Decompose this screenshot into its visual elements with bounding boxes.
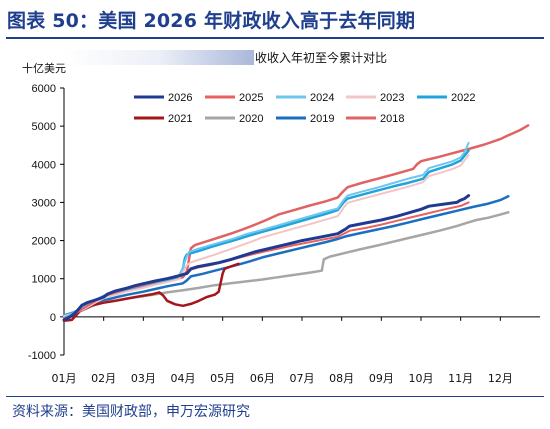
legend-label-2026: 2026	[168, 92, 192, 104]
x-tick-label: 11月	[448, 372, 473, 385]
x-tick-label: 03月	[131, 372, 156, 385]
y-tick-label: 5000	[32, 121, 56, 133]
legend-label-2022: 2022	[451, 92, 475, 104]
legend-label-2019: 2019	[310, 113, 334, 125]
y-tick-label: 2000	[32, 236, 56, 248]
title-divider	[6, 37, 544, 39]
x-tick-label: 04月	[171, 372, 196, 385]
x-tick-label: 12月	[488, 372, 513, 385]
y-tick-label: -1000	[28, 350, 56, 362]
x-tick-label: 09月	[369, 372, 394, 385]
y-tick-label: 3000	[32, 197, 56, 209]
x-tick-label: 06月	[250, 372, 275, 385]
y-tick-label: 4000	[32, 159, 56, 171]
series-line-2022	[62, 149, 470, 317]
chart-title: 图表 50：美国 2026 年财政收入高于去年同期	[7, 10, 416, 32]
x-tick-label: 10月	[409, 372, 434, 385]
legend-label-2025: 2025	[239, 92, 263, 104]
y-tick-label: 0	[50, 312, 56, 324]
series-line-2026	[62, 194, 471, 322]
line-chart: -1000 0 1000 2000 3000 4000 5000 6000 01月 02月 03月 0…	[28, 83, 540, 385]
footer-divider	[6, 396, 544, 397]
source-note: 资料来源：美国财政部，申万宏源研究	[12, 404, 250, 420]
x-tick-label: 07月	[290, 372, 315, 385]
series-line-2020	[62, 211, 510, 318]
x-tick-label: 08月	[329, 372, 354, 385]
subtitle-decoration	[62, 50, 254, 65]
y-tick-label: 1000	[32, 274, 56, 286]
legend-label-2021: 2021	[168, 113, 192, 125]
x-tick-label: 05月	[210, 372, 235, 385]
x-tick-label: 01月	[52, 372, 77, 385]
series-line-2023	[63, 154, 470, 318]
legend-label-2024: 2024	[310, 92, 334, 104]
series-line-2019	[62, 195, 510, 318]
series-line-2021	[62, 262, 240, 322]
x-tick-label: 02月	[91, 372, 116, 385]
y-axis-unit-label: 十亿美元	[22, 62, 66, 75]
chart-subtitle: 收收入年初至今累计对比	[255, 51, 388, 65]
legend-label-2018: 2018	[380, 113, 404, 125]
legend-label-2023: 2023	[380, 92, 404, 104]
legend-label-2020: 2020	[239, 113, 263, 125]
y-tick-label: 6000	[32, 83, 56, 95]
